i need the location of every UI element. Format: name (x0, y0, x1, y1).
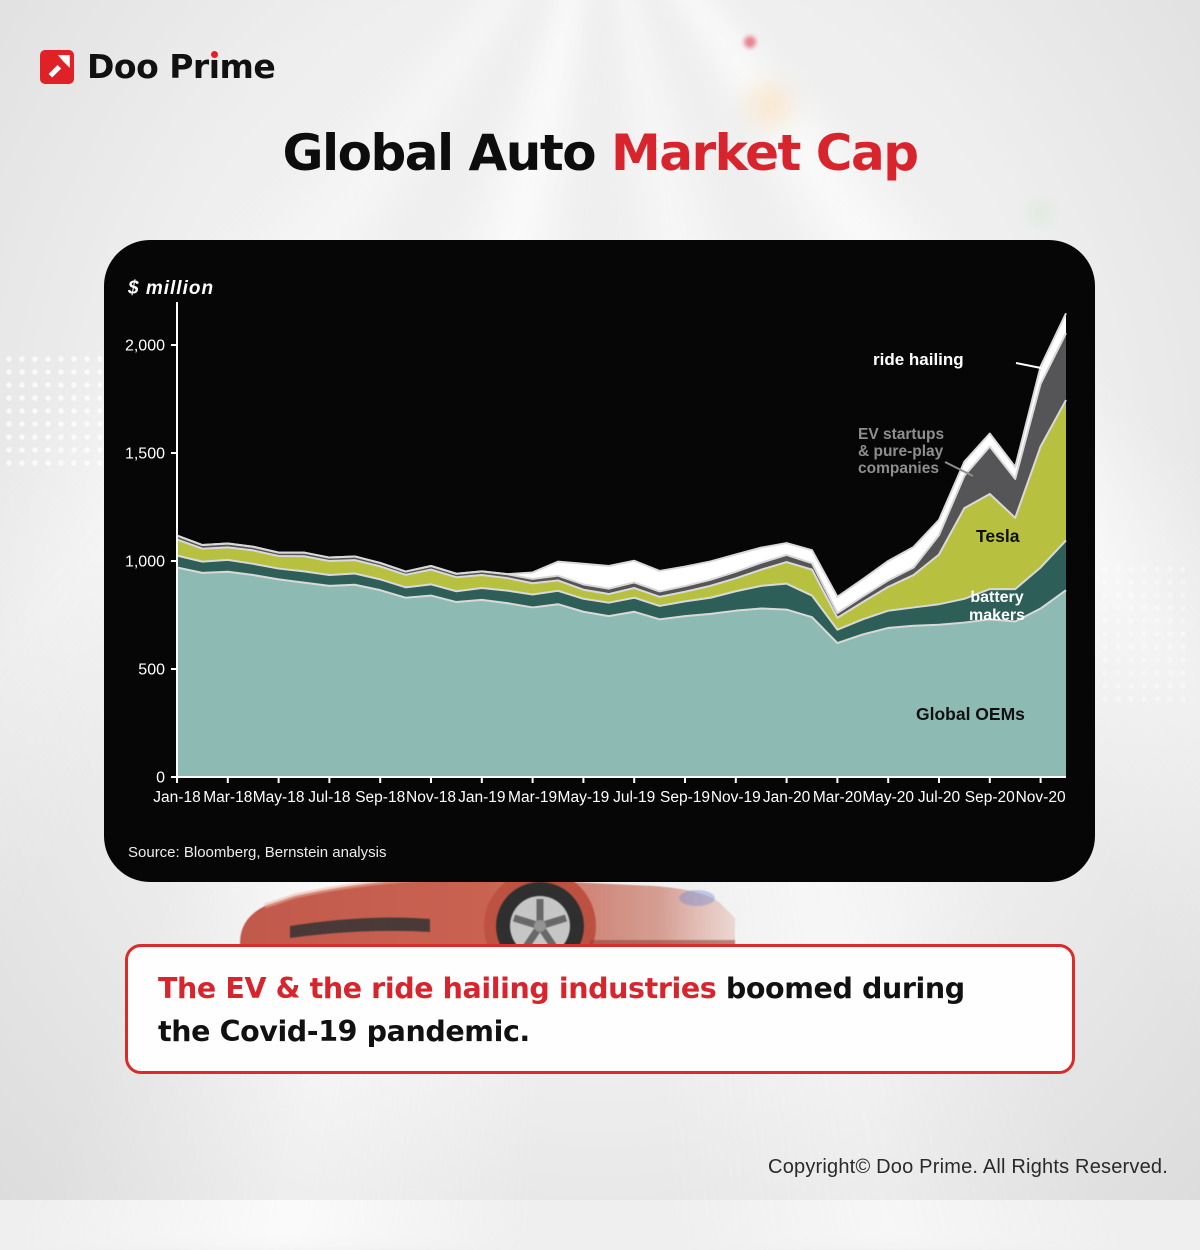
x-tick-label: Nov-19 (711, 789, 761, 806)
doo-prime-logo: Doo Prı me (40, 47, 276, 86)
caption-box: The EV & the ride hailing industries boo… (125, 944, 1075, 1074)
y-tick-label: 1,000 (125, 554, 165, 571)
dot-pattern-left (6, 356, 102, 468)
source-note: Source: Bloomberg, Bernstein analysis (128, 844, 387, 861)
x-tick-label: May-19 (558, 789, 610, 806)
green-speck-decoration (1028, 200, 1054, 226)
dot-pattern-right (1102, 566, 1194, 706)
logo-i-red-dot (210, 51, 218, 58)
red-speck-decoration (744, 36, 756, 48)
global-oems-label: Global OEMs (916, 704, 1025, 724)
x-tick-label: Jan-18 (153, 789, 200, 806)
y-tick-label: 2,000 (125, 338, 165, 355)
ev-startups-label: EV startups & pure-play companies (858, 426, 945, 477)
battery-makers-label: battery makers (968, 589, 1026, 624)
x-tick-label: Mar-20 (813, 789, 862, 806)
x-tick-label: Jul-19 (613, 789, 655, 806)
x-tick-label: Jan-20 (763, 789, 811, 806)
x-tick-label: Jan-19 (458, 789, 505, 806)
x-tick-label: Mar-18 (203, 789, 252, 806)
x-tick-label: Mar-19 (508, 789, 557, 806)
x-tick-label: Sep-20 (965, 789, 1015, 806)
x-tick-label: May-18 (253, 789, 305, 806)
x-tick-label: Jul-20 (918, 789, 961, 806)
doo-prime-logo-icon (40, 50, 74, 84)
x-tick-label: Nov-20 (1016, 789, 1066, 806)
x-tick-label: Sep-18 (355, 789, 405, 806)
doo-prime-wordmark: Doo Prı me (87, 47, 276, 86)
y-tick-label: 500 (138, 662, 165, 679)
tesla-label: Tesla (976, 526, 1020, 546)
x-tick-label: Jul-18 (308, 789, 350, 806)
caption-line-2: the Covid-19 pandemic. (158, 1015, 530, 1048)
copyright-text: Copyright© Doo Prime. All Rights Reserve… (768, 1156, 1168, 1178)
x-tick-label: Nov-18 (406, 789, 456, 806)
x-tick-label: Sep-19 (660, 789, 710, 806)
page-title: Global Auto Market Cap (282, 124, 919, 182)
stacked-area-chart: Jan-18 Mar-18 May-18 Jul-18 Sep-18 Nov-18 Jan-… (125, 302, 1067, 806)
y-tick-label: 1,500 (125, 446, 165, 463)
y-tick-label: 0 (156, 770, 165, 787)
ride-hailing-connector (1015, 362, 1042, 369)
x-tick-label: May-20 (862, 789, 914, 806)
chart-panel: $ million Jan-18 Mar-18 May-18 Jul-18 Sep-18… (104, 240, 1095, 882)
caption-line-1: The EV & the ride hailing industries boo… (158, 972, 965, 1005)
ride-hailing-label: ride hailing (873, 350, 964, 369)
